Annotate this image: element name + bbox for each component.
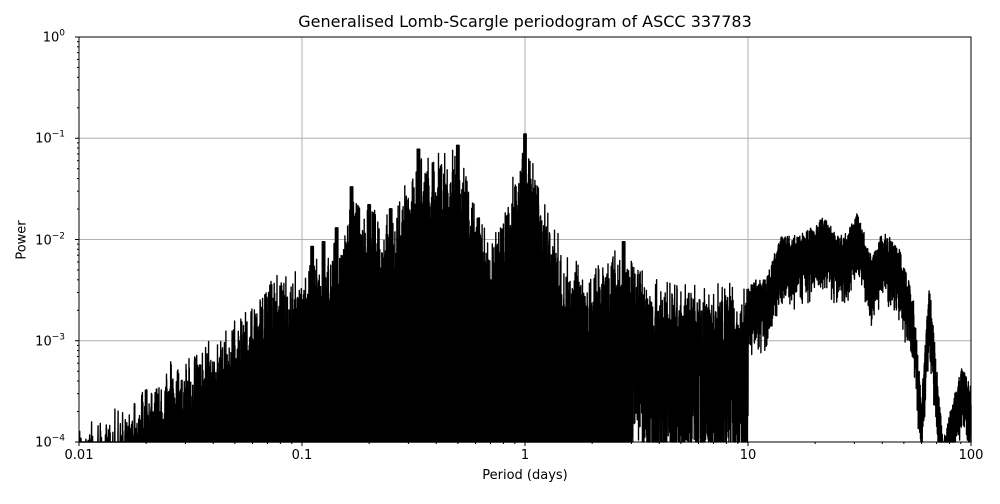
axes-frame (78, 36, 972, 443)
y-tick-label: 10−3 (35, 332, 65, 350)
y-tick-label: 100 (42, 28, 65, 46)
periodogram-line (78, 133, 972, 443)
y-tick-label: 10−1 (35, 129, 65, 147)
chart-title: Generalised Lomb-Scargle periodogram of … (298, 12, 752, 31)
y-tick-label: 10−4 (35, 433, 65, 451)
x-tick-label: 0.1 (291, 448, 313, 463)
x-tick-label: 1 (520, 448, 530, 463)
y-axis-label: Power (14, 220, 30, 260)
x-tick-label: 0.01 (64, 448, 94, 463)
x-tick-label: 100 (958, 448, 984, 463)
y-tick-label: 10−2 (35, 231, 65, 249)
x-axis-label: Period (days) (482, 468, 568, 483)
x-tick-label: 10 (739, 448, 757, 463)
